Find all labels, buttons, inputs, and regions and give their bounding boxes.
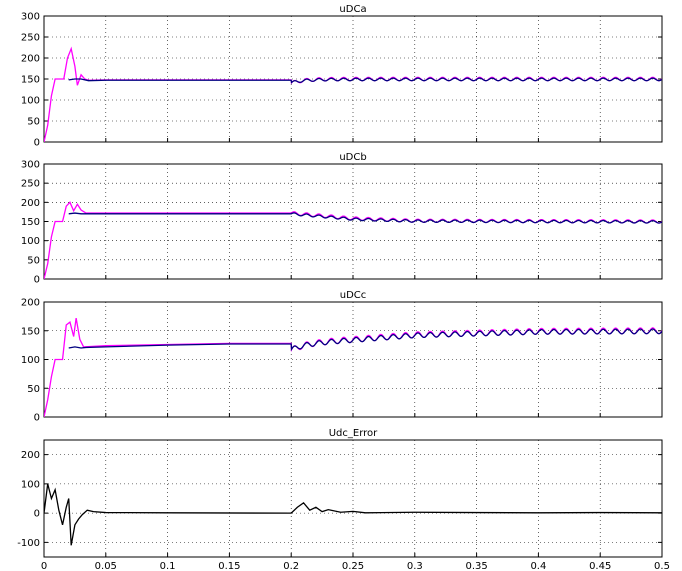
- y-tick-label: 0: [34, 275, 40, 286]
- x-tick-label: 0.4: [530, 561, 546, 571]
- y-tick-label: 0: [34, 509, 40, 520]
- x-tick-label: 0.2: [283, 561, 299, 571]
- y-tick-label: -100: [17, 538, 40, 549]
- panel-title: Udc_Error: [329, 428, 378, 439]
- y-tick-label: 100: [21, 355, 40, 366]
- y-tick-label: 150: [21, 217, 40, 228]
- x-tick-label: 0: [41, 561, 47, 571]
- series-line-2: [68, 77, 662, 84]
- y-tick-label: 150: [21, 75, 40, 86]
- y-tick-label: 200: [21, 54, 40, 65]
- y-tick-label: 0: [34, 138, 40, 149]
- y-tick-label: 50: [27, 255, 40, 266]
- panel-title: uDCb: [339, 152, 366, 163]
- series-line-2: [68, 212, 662, 224]
- x-tick-label: 0.5: [654, 561, 670, 571]
- panel-1: uDCa 0 50 100 150 200 250 300: [21, 4, 663, 149]
- panel-4: Udc_Error -100 0 100 200 0 0.05 0.1 0.15 0.2 0.25 0…: [17, 428, 670, 571]
- y-tick-label: 250: [21, 33, 40, 44]
- y-tick-label: 0: [34, 413, 40, 424]
- x-tick-label: 0.35: [465, 561, 487, 571]
- x-tick-label: 0.1: [160, 561, 176, 571]
- y-tick-label: 100: [21, 479, 40, 490]
- y-tick-label: 200: [21, 198, 40, 209]
- y-tick-label: 300: [21, 12, 40, 23]
- y-tick-label: 250: [21, 179, 40, 190]
- y-tick-label: 200: [21, 450, 40, 461]
- panel-2: uDCb 0 50 100 150 200 250 300: [21, 152, 663, 286]
- x-tick-label: 0.3: [407, 561, 423, 571]
- y-tick-label: 300: [21, 160, 40, 171]
- y-tick-label: 100: [21, 236, 40, 247]
- panel-title: uDCa: [339, 4, 366, 15]
- series-line-1: [44, 483, 662, 546]
- y-tick-label: 200: [21, 298, 40, 309]
- y-tick-label: 50: [27, 384, 40, 395]
- series-line-2: [68, 328, 662, 352]
- x-tick-label: 0.15: [218, 561, 240, 571]
- plot-area: [43, 439, 663, 558]
- y-tick-label: 100: [21, 96, 40, 107]
- panel-title: uDCc: [340, 290, 367, 301]
- x-tick-label: 0.45: [589, 561, 611, 571]
- y-tick-label: 150: [21, 326, 40, 337]
- x-tick-label: 0.05: [95, 561, 117, 571]
- y-tick-label: 50: [27, 117, 40, 128]
- x-tick-label: 0.25: [342, 561, 364, 571]
- panel-3: uDCc 0 50 100 150 200: [21, 290, 663, 424]
